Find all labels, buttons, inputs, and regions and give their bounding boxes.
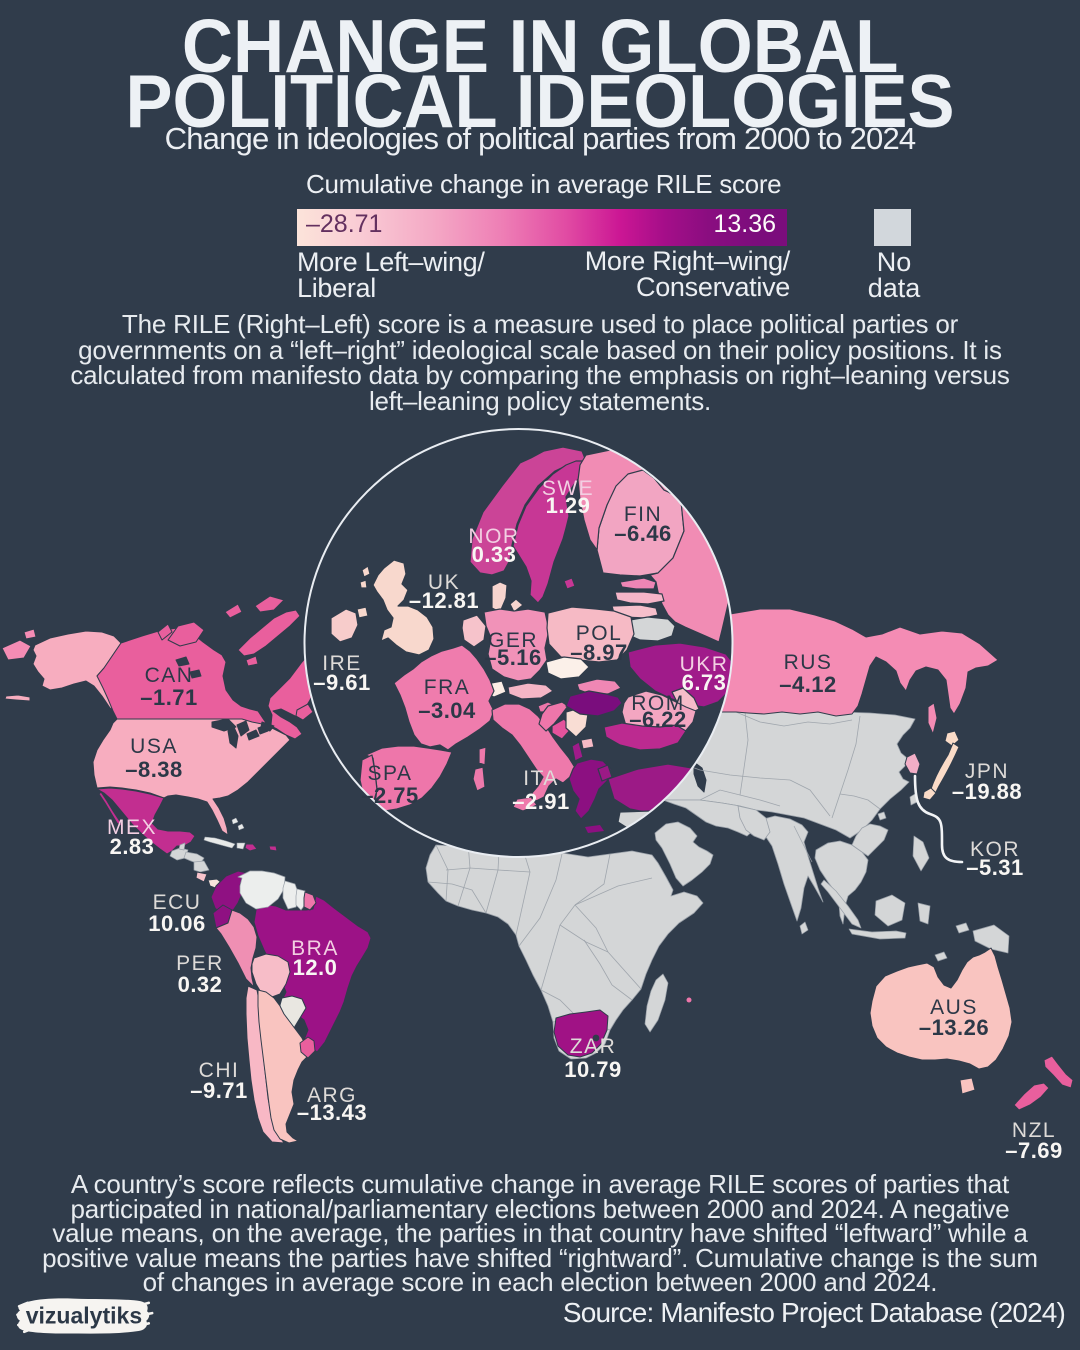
svg-text:–5.31: –5.31 (966, 855, 1024, 880)
svg-text:MEX: MEX (107, 816, 157, 839)
svg-text:–8.38: –8.38 (125, 757, 183, 782)
svg-text:NZL: NZL (1012, 1119, 1056, 1142)
svg-text:–6.46: –6.46 (614, 521, 672, 546)
svg-text:–6.22: –6.22 (629, 707, 687, 732)
svg-text:–4.12: –4.12 (779, 672, 837, 697)
svg-text:–12.81: –12.81 (409, 588, 479, 613)
svg-text:vizualytiks: vizualytiks (26, 1302, 142, 1328)
svg-text:6.73: 6.73 (682, 670, 727, 695)
svg-text:FRA: FRA (424, 676, 471, 699)
svg-text:RUS: RUS (784, 651, 833, 674)
svg-text:12.0: 12.0 (293, 955, 338, 980)
svg-text:POL: POL (576, 622, 623, 645)
svg-text:ECU: ECU (153, 891, 202, 914)
svg-text:–9.71: –9.71 (190, 1078, 248, 1103)
svg-text:ROM: ROM (631, 692, 685, 715)
svg-text:–13.26: –13.26 (919, 1015, 989, 1040)
svg-text:KOR: KOR (970, 838, 1020, 861)
svg-text:FIN: FIN (624, 503, 662, 526)
svg-text:–7.69: –7.69 (1005, 1138, 1063, 1163)
svg-text:0.33: 0.33 (472, 542, 517, 567)
svg-text:SWE: SWE (542, 477, 594, 500)
svg-text:–1.71: –1.71 (140, 685, 198, 710)
svg-text:1.29: 1.29 (546, 493, 591, 518)
svg-text:NOR: NOR (468, 525, 519, 548)
svg-text:SPA: SPA (368, 762, 413, 785)
svg-text:AUS: AUS (930, 996, 978, 1019)
svg-text:0.32: 0.32 (178, 972, 223, 997)
svg-text:–9.61: –9.61 (313, 670, 371, 695)
svg-text:10.06: 10.06 (148, 911, 206, 936)
svg-text:–13.43: –13.43 (297, 1100, 367, 1125)
svg-text:10.79: 10.79 (564, 1057, 622, 1082)
svg-text:2.83: 2.83 (110, 834, 155, 859)
svg-text:CAN: CAN (145, 664, 194, 687)
svg-text:IRE: IRE (322, 652, 362, 675)
svg-text:–5.16: –5.16 (484, 645, 542, 670)
svg-text:–2.75: –2.75 (361, 783, 419, 808)
svg-text:–3.04: –3.04 (418, 698, 476, 723)
svg-text:ITA: ITA (523, 767, 559, 790)
svg-text:–8.97: –8.97 (570, 640, 628, 665)
svg-text:JPN: JPN (965, 760, 1009, 783)
svg-text:GER: GER (488, 629, 538, 652)
svg-text:PER: PER (176, 952, 224, 975)
svg-text:–19.88: –19.88 (952, 779, 1022, 804)
svg-text:ARG: ARG (307, 1084, 357, 1107)
svg-text:UKR: UKR (680, 653, 729, 676)
svg-text:USA: USA (130, 735, 178, 758)
svg-text:–2.91: –2.91 (512, 789, 570, 814)
svg-text:CHI: CHI (199, 1059, 240, 1082)
svg-text:BRA: BRA (291, 937, 339, 960)
svg-text:ZAR: ZAR (570, 1035, 617, 1058)
svg-text:UK: UK (428, 571, 460, 594)
